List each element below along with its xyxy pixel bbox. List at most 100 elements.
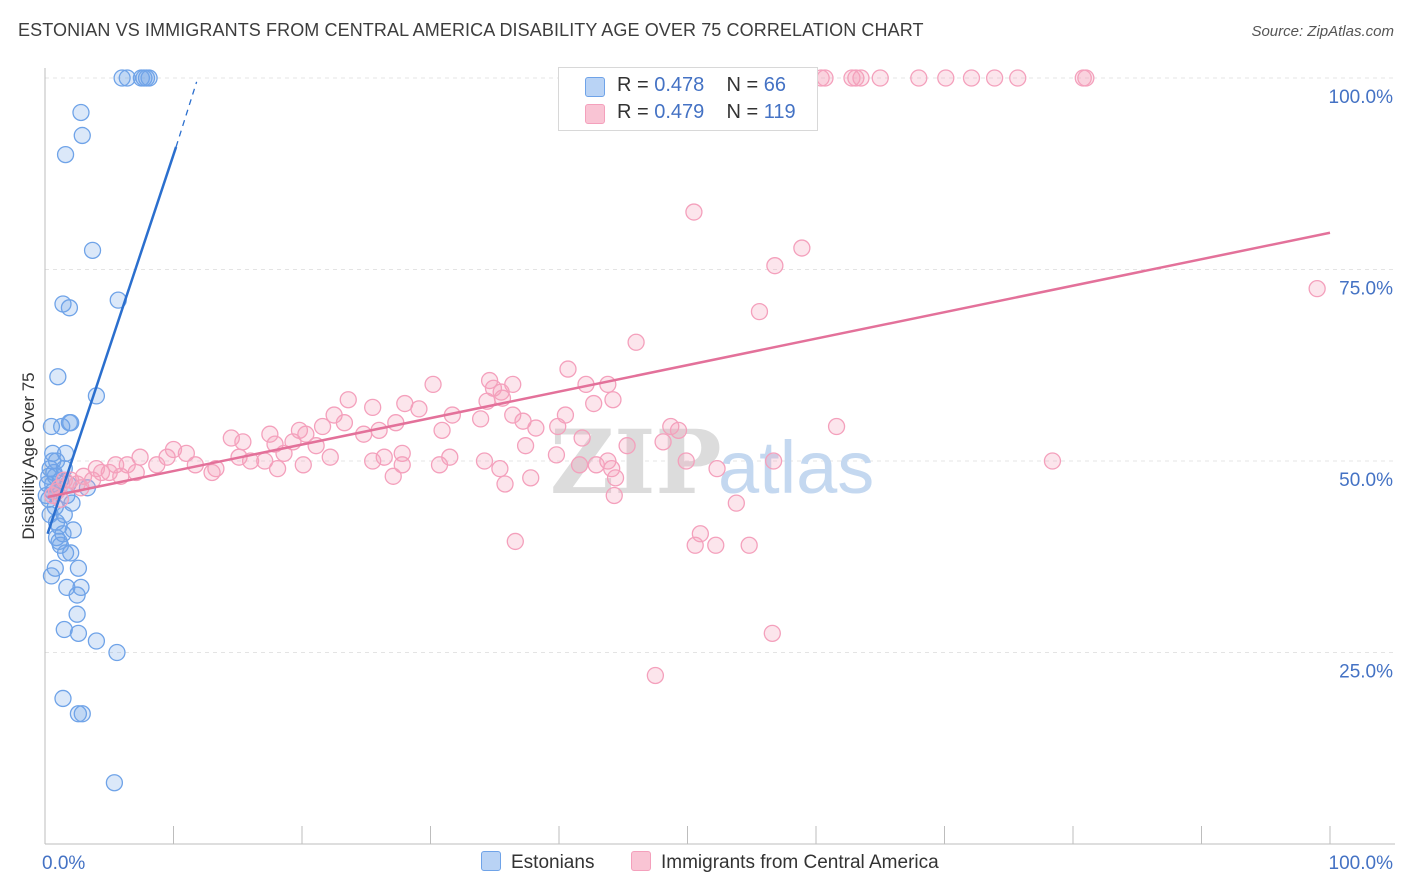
estonians-point	[140, 69, 158, 87]
legend-r-label: R =	[617, 101, 649, 123]
immigrants-point	[335, 414, 354, 432]
gridlines	[45, 77, 1395, 653]
immigrants-point	[740, 536, 758, 554]
y-axis-label: Disability Age Over 75	[19, 372, 38, 539]
immigrants-point	[506, 532, 524, 551]
estonians-point	[69, 705, 88, 723]
immigrants-point	[268, 460, 287, 478]
immigrants-point	[504, 406, 522, 424]
legend-n-label: N =	[726, 101, 759, 123]
estonians-point	[55, 620, 73, 639]
immigrants-point	[1009, 69, 1027, 87]
estonians-point	[105, 774, 124, 792]
estonians-point	[73, 705, 91, 723]
immigrants-point	[559, 360, 577, 378]
immigrants-point	[177, 444, 196, 462]
immigrants-point	[587, 456, 605, 474]
immigrants-point	[827, 417, 846, 436]
data-points	[37, 69, 1326, 792]
immigrants-point	[910, 69, 928, 87]
estonians-trend-extension	[175, 81, 198, 148]
immigrants-point	[294, 456, 312, 474]
immigrants-point	[393, 456, 411, 474]
immigrants-point	[750, 302, 769, 321]
estonians-point	[108, 643, 126, 662]
estonians-point	[54, 295, 72, 313]
immigrants-point	[547, 446, 566, 464]
immigrants-point	[603, 460, 621, 478]
watermark-atlas: atlas	[718, 426, 874, 509]
estonians-point	[56, 544, 75, 562]
immigrants-point	[937, 69, 955, 87]
immigrants-trend-line	[47, 231, 1331, 499]
estonians-point	[64, 521, 82, 539]
immigrants-point	[1077, 69, 1095, 87]
immigrants-point	[707, 536, 725, 554]
immigrants-point	[203, 463, 221, 482]
legend-label-immigrants: Immigrants from Central America	[661, 852, 939, 873]
tick-labels: 25.0% 50.0% 75.0% 100.0% 0.0% 100.0%	[42, 87, 1393, 874]
immigrants-legend-icon	[631, 851, 651, 871]
immigrants-point	[570, 456, 589, 474]
immigrants-point	[475, 452, 494, 470]
immigrants-point	[843, 69, 861, 87]
x-tick-label-max: 100.0%	[1329, 853, 1394, 874]
immigrants-point	[793, 239, 811, 257]
immigrants-point	[847, 69, 865, 87]
legend-r-value: 0.478	[654, 74, 705, 96]
immigrants-point	[606, 469, 625, 487]
estonians-point	[113, 69, 131, 87]
estonians-point	[56, 145, 75, 164]
estonians-point	[73, 126, 91, 145]
immigrants-swatch-icon	[585, 104, 605, 124]
x-tick-label-min: 0.0%	[42, 853, 85, 874]
estonians-point	[83, 241, 102, 260]
immigrants-point	[766, 257, 784, 275]
estonians-point	[42, 417, 61, 436]
immigrants-point	[313, 417, 332, 436]
immigrants-point	[492, 383, 510, 401]
legend-label-estonians: Estonians	[511, 852, 595, 873]
immigrants-point	[573, 429, 591, 447]
estonians-point	[69, 624, 88, 642]
estonians-point	[68, 605, 86, 623]
legend-r-value: 0.479	[654, 101, 705, 123]
immigrants-point	[605, 486, 623, 505]
immigrants-point	[384, 467, 402, 485]
immigrants-point	[364, 398, 382, 417]
immigrants-point	[522, 469, 540, 487]
y-tick-label: 50.0%	[1339, 470, 1393, 491]
legend-item-immigrants: Immigrants from Central America	[631, 851, 939, 874]
trend-lines	[46, 81, 1331, 535]
y-tick-label: 25.0%	[1339, 662, 1393, 683]
estonians-point	[49, 368, 67, 386]
y-tick-label: 100.0%	[1329, 87, 1394, 108]
immigrants-point	[433, 421, 451, 440]
estonians-point	[68, 586, 86, 604]
legend-n-label: N =	[726, 74, 759, 96]
immigrants-point	[339, 391, 357, 409]
immigrants-point	[871, 69, 889, 87]
chart-title: ESTONIAN VS IMMIGRANTS FROM CENTRAL AMER…	[18, 20, 924, 40]
immigrants-point	[599, 375, 617, 394]
immigrants-point	[1308, 279, 1326, 298]
immigrants-point	[646, 666, 665, 685]
legend-r-label: R =	[617, 74, 649, 96]
immigrants-point	[148, 456, 166, 474]
legend-n-value: 119	[763, 101, 796, 123]
immigrants-point	[471, 410, 490, 428]
immigrants-point	[1043, 452, 1062, 470]
immigrants-point	[410, 400, 428, 418]
immigrants-point	[685, 203, 703, 221]
estonians-point	[62, 544, 80, 562]
immigrants-point	[604, 391, 622, 409]
estonians-swatch-icon	[585, 77, 605, 97]
immigrants-point	[516, 437, 535, 455]
immigrants-point	[234, 433, 252, 451]
watermark: ZIP atlas	[550, 410, 874, 514]
legend-item-estonians: Estonians	[481, 851, 594, 874]
immigrants-point	[669, 421, 688, 440]
immigrants-point	[764, 452, 783, 470]
estonians-point	[42, 567, 61, 585]
immigrants-point	[654, 433, 672, 451]
